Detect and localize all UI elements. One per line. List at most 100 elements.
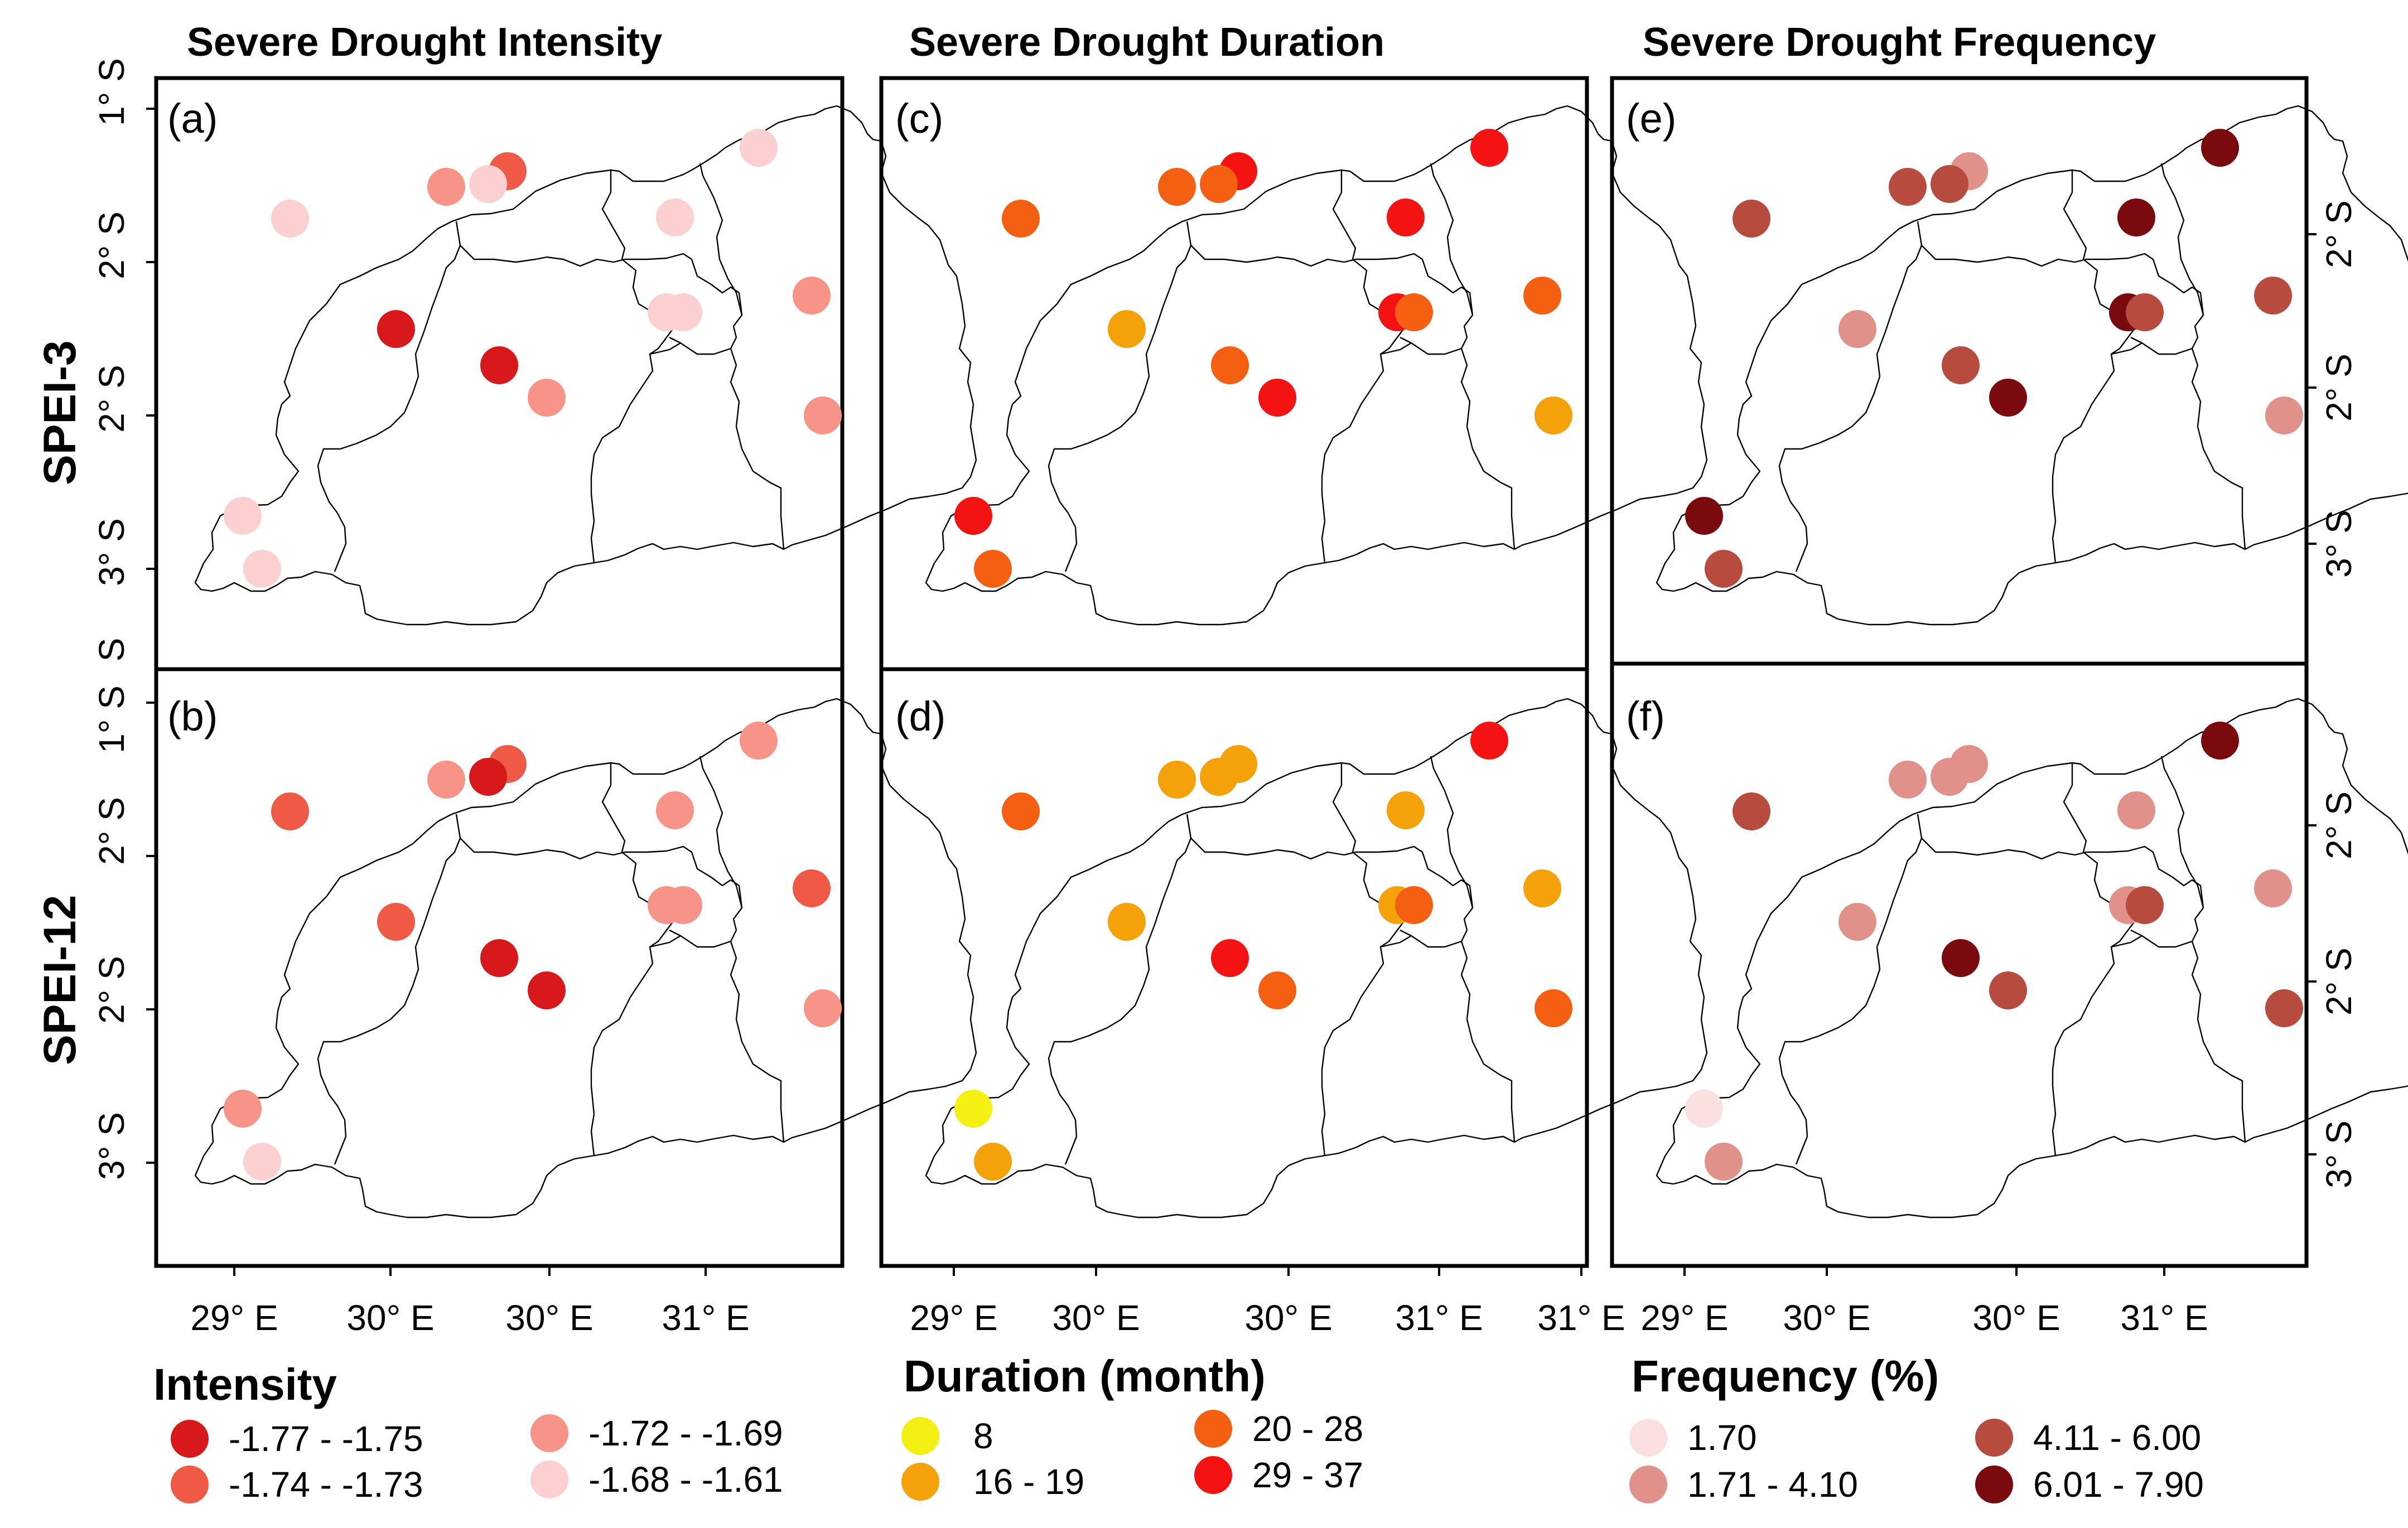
station-marker-e-w1 [1942,346,1980,384]
legend-frequency-swatch-4 [1975,1466,2013,1503]
title-duration: Severe Drought Duration [909,20,1384,65]
legend-duration-label-1: 8 [973,1416,993,1456]
legend-duration-swatch-4 [1194,1456,1232,1494]
station-marker-e-nw [1733,200,1770,238]
legend-intensity-label-3: -1.72 - -1.69 [588,1413,783,1453]
station-marker-a-sw2 [243,550,281,588]
station-marker-d-ne [1470,722,1508,760]
y-tick-f2: 2° S [2319,947,2359,1016]
x-tick-b3: 30° E [505,1298,593,1338]
station-marker-e-sw2 [1705,550,1743,588]
y-tick-f1: 2° S [2319,791,2359,859]
station-marker-b-ne [740,722,778,760]
station-marker-d-ew [1387,791,1425,829]
station-marker-f-n2 [1931,758,1968,796]
station-marker-b-n2 [469,758,507,796]
title-intensity: Severe Drought Intensity [187,20,662,65]
y-tick-b1: 1° S [91,685,132,753]
station-marker-f-ew [2117,791,2155,829]
station-marker-c-n2 [1200,165,1238,203]
station-marker-a-se [804,396,842,434]
panel-label-e: (e) [1626,95,1676,142]
panel-label-f: (f) [1626,693,1665,739]
y-tick-a5: S [91,638,132,662]
station-marker-f-w1 [1942,939,1980,977]
y-tick-b2: 2° S [91,797,132,865]
map-outline-b [194,698,977,1218]
station-marker-c-nc [1108,310,1146,348]
station-marker-c-s1 [1258,379,1296,417]
station-marker-f-ne [2201,722,2239,760]
station-marker-b-w1 [480,939,518,977]
y-tick-e3: 3° S [2319,510,2359,578]
station-marker-c-ne [1470,129,1508,167]
station-marker-a-w1 [480,346,518,384]
legend-frequency-label-4: 6.01 - 7.90 [2033,1464,2204,1505]
station-marker-b-se [804,989,842,1027]
legend-intensity-swatch-2 [171,1466,209,1503]
panel-b-frame [154,667,845,1268]
title-frequency: Severe Drought Frequency [1643,20,2156,65]
station-marker-d-ee [1523,869,1561,907]
x-tick-d1: 29° E [910,1298,997,1338]
station-marker-a-c2 [664,293,702,331]
station-marker-d-se [1534,989,1572,1027]
station-marker-e-n2 [1931,165,1968,203]
station-marker-e-ew [2117,199,2155,236]
legend-duration-title: Duration (month) [904,1351,1266,1401]
legend-frequency-label-2: 1.71 - 4.10 [1687,1464,1858,1505]
x-tick-f3: 30° E [1972,1298,2060,1338]
station-marker-a-ew [656,199,694,236]
legend-duration-label-2: 16 - 19 [973,1462,1084,1502]
station-marker-c-c2 [1395,293,1433,331]
station-marker-e-nc [1838,310,1876,348]
x-tick-d5: 31° E [1537,1298,1625,1338]
y-tick-e2: 2° S [2319,354,2359,422]
station-marker-b-c2 [664,886,702,924]
station-marker-d-w1 [1211,939,1249,977]
station-marker-f-c2 [2126,886,2164,924]
station-marker-c-se [1534,396,1572,434]
x-tick-d2: 30° E [1052,1298,1140,1338]
panel-label-d: (d) [895,693,945,739]
legend-duration-label-3: 20 - 28 [1252,1409,1363,1449]
legend-intensity-title: Intensity [153,1360,337,1409]
x-tick-b4: 31° E [662,1298,749,1338]
map-outline-c [925,105,1708,626]
legend-frequency-swatch-2 [1629,1466,1667,1503]
station-marker-c-nw [1002,200,1040,238]
station-marker-f-sw2 [1705,1143,1743,1181]
legend-frequency-swatch-1 [1629,1419,1667,1457]
station-marker-c-ew [1387,199,1425,236]
map-outline-f [1656,698,2408,1218]
x-tick-f4: 31° E [2120,1298,2208,1338]
station-marker-d-s1 [1258,971,1296,1009]
station-marker-d-sw2 [974,1143,1012,1181]
station-marker-b-nc [377,903,415,941]
station-marker-f-nc [1838,903,1876,941]
legend-duration-label-4: 29 - 37 [1252,1455,1363,1495]
x-tick-d3: 30° E [1244,1298,1332,1338]
station-marker-c-w1 [1211,346,1249,384]
panel-label-a: (a) [167,95,218,142]
station-marker-c-n3 [1158,168,1196,206]
legend-intensity-label-2: -1.74 - -1.73 [229,1464,423,1505]
station-marker-f-sw1 [1685,1090,1723,1128]
legend-frequency-swatch-3 [1975,1419,2013,1457]
row-label-spei12: SPEI-12 [35,895,85,1065]
station-marker-e-se [2265,396,2303,434]
station-marker-b-sw1 [224,1090,262,1128]
y-tick-a2: 2° S [91,211,132,279]
legend-frequency-title: Frequency (%) [1632,1351,1939,1401]
station-marker-c-ee [1523,277,1561,315]
station-marker-e-ne [2201,129,2239,167]
station-marker-c-sw1 [954,497,992,535]
x-tick-b1: 29° E [190,1298,278,1338]
station-marker-f-se [2265,989,2303,1027]
x-tick-d4: 31° E [1395,1298,1483,1338]
legend-intensity-swatch-1 [171,1420,209,1458]
legend-intensity-label-4: -1.68 - -1.61 [588,1459,783,1500]
legend-frequency-label-3: 4.11 - 6.00 [2033,1418,2201,1458]
x-tick-b2: 30° E [346,1298,434,1338]
